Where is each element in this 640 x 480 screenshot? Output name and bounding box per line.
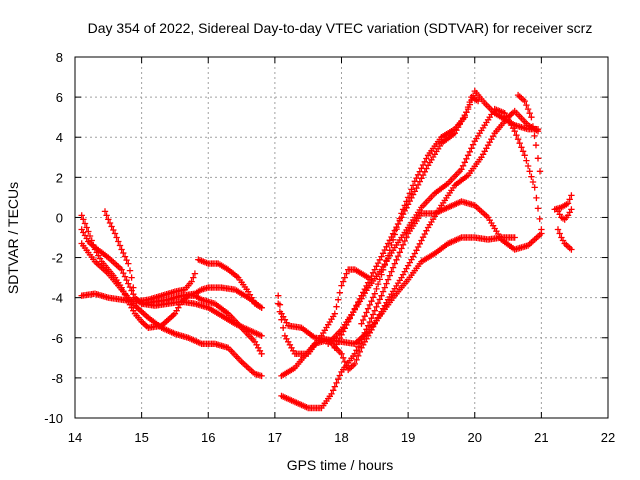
series-track-17: [554, 206, 575, 223]
marker-trace: [331, 87, 542, 351]
series-track-7: [275, 234, 518, 347]
x-tick-label: 14: [68, 430, 82, 445]
series-track-14: [514, 91, 544, 175]
y-tick-label: 4: [56, 130, 63, 145]
x-tick-label: 18: [334, 430, 348, 445]
data-markers: [78, 87, 575, 412]
x-axis-label: GPS time / hours: [287, 457, 394, 473]
y-axis-label: SDTVAR / TECUs: [5, 182, 21, 294]
marker-trace: [554, 206, 575, 223]
x-tick-label: 20: [468, 430, 482, 445]
series-track-16: [554, 226, 575, 253]
series-track-9: [278, 107, 542, 380]
marker-trace: [278, 198, 545, 412]
y-tick-label: 6: [56, 90, 63, 105]
series-track-11: [325, 105, 545, 347]
marker-trace: [275, 234, 518, 347]
x-tick-label: 21: [534, 430, 548, 445]
series-track-5: [78, 240, 265, 380]
y-tick-label: -2: [51, 251, 63, 266]
y-tick-label: 8: [56, 50, 63, 65]
series-track-6: [195, 256, 265, 311]
plot-frame: [74, 56, 609, 419]
x-tick-label: 15: [134, 430, 148, 445]
series-track-12: [331, 87, 542, 351]
marker-trace: [514, 91, 544, 175]
chart-title: Day 354 of 2022, Sidereal Day-to-day VTE…: [88, 20, 593, 36]
marker-trace: [554, 226, 575, 253]
y-tick-label: -8: [51, 371, 63, 386]
marker-trace: [358, 93, 482, 327]
marker-trace: [325, 105, 545, 347]
series-track-10: [278, 198, 545, 412]
y-tick-label: 0: [56, 210, 63, 225]
y-tick-label: -6: [51, 331, 63, 346]
x-tick-label: 19: [401, 430, 415, 445]
y-tick-label: -10: [44, 411, 63, 426]
x-tick-label: 17: [268, 430, 282, 445]
marker-trace: [78, 240, 265, 380]
marker-trace: [278, 107, 542, 380]
y-tick-label: -4: [51, 291, 63, 306]
series-track-13: [358, 93, 482, 327]
x-tick-label: 16: [201, 430, 215, 445]
marker-trace: [195, 256, 265, 311]
tick-labels: 14 15 16 17 18 19 20 21 22 -10 -8 -6 -4 -2 0 2 4 6 8: [44, 50, 615, 445]
y-tick-label: 2: [56, 170, 63, 185]
x-tick-label: 22: [601, 430, 615, 445]
